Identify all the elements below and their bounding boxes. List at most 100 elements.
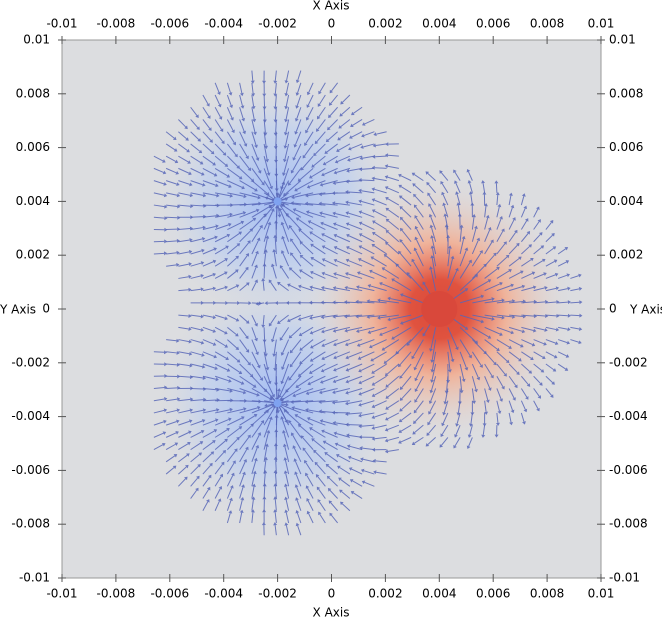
arrow — [165, 131, 175, 139]
y-tick-label-left: 0.006 — [16, 140, 50, 154]
arrow-head — [309, 315, 313, 320]
arrow — [311, 232, 326, 243]
arrow-head — [406, 272, 411, 276]
arrow — [285, 82, 290, 94]
arrow — [484, 326, 501, 335]
arrow-head — [189, 193, 194, 198]
arrow — [293, 400, 314, 403]
arrow-head — [333, 170, 338, 175]
arrow-head — [371, 425, 375, 430]
arrow-head — [321, 329, 325, 334]
arrow — [359, 272, 375, 279]
arrow — [348, 424, 363, 426]
arrow-head — [288, 334, 293, 339]
arrow-head — [263, 132, 268, 136]
arrow — [430, 269, 437, 291]
arrow-head — [318, 90, 322, 95]
arrow-head — [235, 255, 239, 260]
arrow — [496, 388, 502, 400]
arrow — [415, 250, 424, 267]
arrow-head — [255, 250, 259, 255]
x-tick-label-bottom: 0.006 — [476, 587, 510, 601]
arrow-head — [187, 441, 191, 446]
arrow — [214, 287, 226, 292]
arrow — [402, 294, 424, 304]
arrow — [323, 287, 338, 292]
arrow — [558, 288, 568, 292]
arrow-head — [491, 297, 495, 302]
arrow — [352, 480, 363, 487]
arrow-head — [473, 225, 478, 230]
arrow-head — [348, 146, 352, 151]
arrow — [251, 82, 254, 94]
arrow — [190, 167, 203, 175]
arrow-head — [358, 380, 362, 385]
arrow — [347, 326, 363, 332]
arrow-head — [188, 171, 192, 176]
arrow — [153, 444, 164, 451]
arrow-head — [370, 256, 375, 260]
arrow — [557, 363, 566, 370]
arrow-head — [311, 438, 315, 442]
arrow — [310, 221, 326, 230]
arrow — [484, 268, 498, 279]
arrow-head — [162, 431, 167, 436]
arrow — [178, 251, 190, 255]
arrow — [291, 254, 302, 267]
arrow — [351, 468, 363, 475]
arrow — [361, 200, 375, 206]
arrow-head — [224, 163, 229, 167]
arrow-head — [235, 317, 240, 322]
arrow-head — [493, 252, 497, 257]
arrow — [301, 242, 314, 255]
arrow-head — [279, 265, 284, 269]
arrow-head — [213, 354, 218, 359]
arrow — [263, 252, 267, 267]
arrow-head — [537, 395, 542, 399]
arrow — [282, 224, 290, 242]
arrow-head — [196, 126, 200, 130]
arrow — [533, 287, 545, 292]
arrow-head — [231, 472, 235, 477]
arrow — [239, 180, 256, 191]
arrow-head — [490, 374, 494, 379]
x-tick-label-bottom: 0 — [328, 587, 336, 601]
arrow — [273, 251, 277, 267]
arrow — [533, 273, 545, 279]
arrow-head — [426, 432, 430, 436]
arrow — [296, 415, 314, 426]
arrow — [325, 155, 338, 164]
arrow-head — [280, 221, 285, 226]
arrow-head — [501, 228, 505, 233]
arrow — [447, 248, 451, 267]
arrow-head — [261, 278, 266, 282]
arrow-head — [349, 479, 354, 483]
arrow-head — [442, 202, 447, 206]
arrow-head — [358, 167, 363, 172]
arrow — [335, 287, 350, 292]
arrow-head — [344, 342, 349, 347]
arrow-head — [271, 393, 275, 398]
arrow — [533, 363, 543, 371]
arrow-head — [163, 251, 168, 256]
arrow — [263, 419, 272, 438]
arrow — [321, 400, 338, 403]
arrow-head — [358, 199, 362, 204]
arrow-head — [304, 142, 308, 146]
arrow — [533, 301, 546, 304]
arrow — [153, 167, 164, 173]
arrow — [251, 119, 256, 133]
arrow — [214, 440, 226, 450]
arrow — [321, 387, 338, 393]
arrow-head — [440, 180, 444, 185]
arrow-head — [356, 285, 360, 290]
arrow-head — [186, 148, 190, 153]
arrow-head — [450, 255, 455, 260]
arrow-head — [455, 423, 460, 427]
arrow-head — [553, 354, 558, 359]
arrow-head — [467, 434, 472, 438]
arrow-head — [305, 391, 310, 396]
arrow — [374, 188, 387, 194]
arrow — [412, 339, 424, 357]
arrow — [299, 425, 314, 438]
